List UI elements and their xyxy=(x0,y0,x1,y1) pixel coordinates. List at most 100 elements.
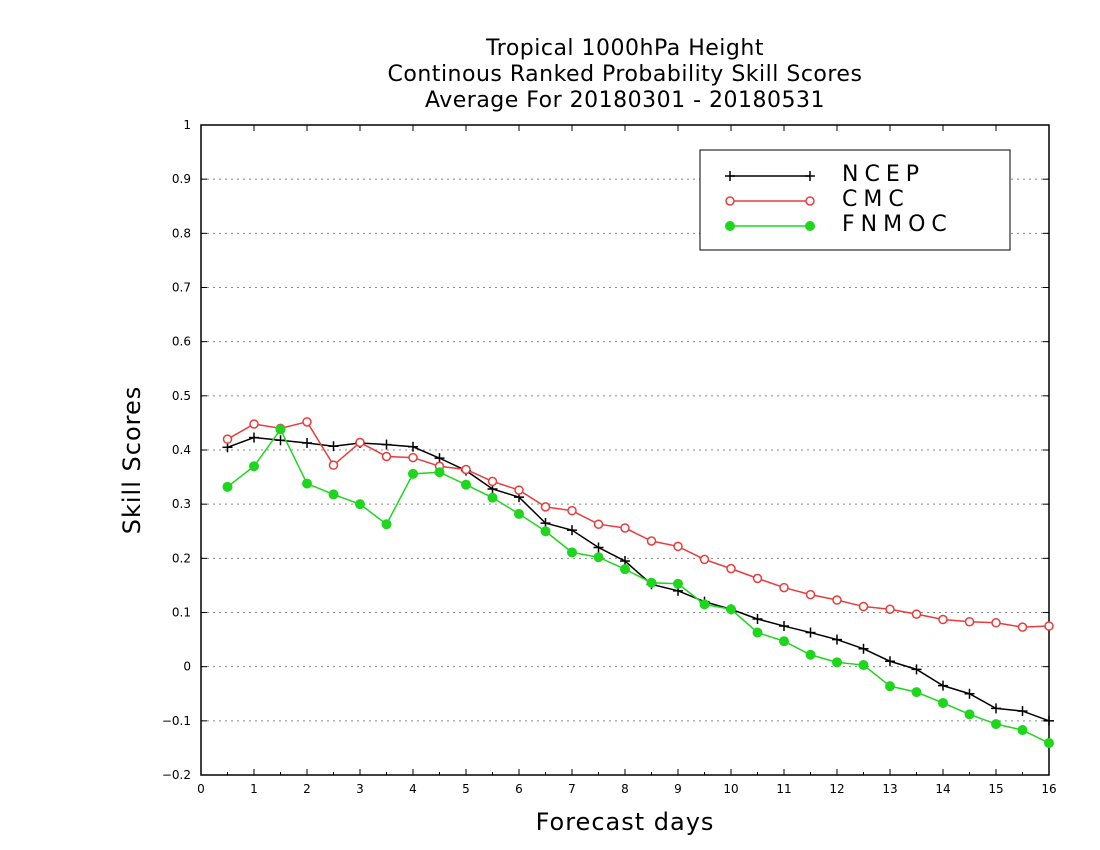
cmc-point xyxy=(805,589,816,600)
fnmoc-point xyxy=(885,681,895,692)
ncep-point xyxy=(567,525,577,536)
fnmoc-point xyxy=(938,697,948,708)
cmc-point xyxy=(726,563,736,574)
chart-title-line-1: Tropical 1000hPa Height xyxy=(486,36,764,61)
legend-marker-cmc xyxy=(725,196,735,206)
y-tick-label: −0.2 xyxy=(162,768,191,782)
legend-marker-ncep xyxy=(805,171,815,181)
y-tick-label: 0 xyxy=(183,660,191,674)
x-tick-label: 0 xyxy=(197,782,205,796)
cmc-point xyxy=(222,434,233,444)
cmc-point xyxy=(381,451,392,462)
chart-title-line-2: Continous Ranked Probability Skill Score… xyxy=(387,62,863,87)
x-tick-label: 5 xyxy=(462,782,470,796)
ncep-point xyxy=(328,441,339,452)
legend xyxy=(699,149,1011,251)
y-axis-label: Skill Scores xyxy=(118,385,146,535)
fnmoc-point xyxy=(726,604,736,615)
fnmoc-point xyxy=(567,547,577,558)
legend-marker-ncep xyxy=(725,171,735,181)
fnmoc-point xyxy=(540,526,551,537)
y-tick-label: 0.7 xyxy=(172,281,191,295)
ncep-point xyxy=(752,614,763,624)
ncep-point xyxy=(938,680,948,691)
cmc-point xyxy=(461,464,471,475)
cmc-point xyxy=(991,618,1001,628)
fnmoc-point xyxy=(991,719,1001,730)
grid-lines xyxy=(201,178,1049,722)
legend-marker-fnmoc xyxy=(805,221,815,231)
ncep-point xyxy=(858,643,869,654)
legend-label-fnmoc: FNMOC xyxy=(842,212,953,237)
fnmoc-point xyxy=(646,577,657,588)
y-tick-label: 0.1 xyxy=(172,606,191,620)
ncep-point xyxy=(381,439,392,450)
ncep-line xyxy=(227,436,1050,722)
fnmoc-point xyxy=(593,552,604,563)
x-tick-label: 9 xyxy=(674,782,682,796)
ncep-point xyxy=(805,627,816,638)
x-tick-label: 15 xyxy=(988,782,1003,796)
fnmoc-point xyxy=(911,687,922,698)
fnmoc-point xyxy=(461,479,471,490)
cmc-point xyxy=(673,541,683,552)
cmc-point xyxy=(249,419,259,429)
fnmoc-point xyxy=(805,649,816,660)
fnmoc-point xyxy=(752,627,763,638)
fnmoc-point xyxy=(699,599,710,610)
cmc-point xyxy=(487,476,498,487)
ncep-point xyxy=(779,621,789,632)
ncep-point xyxy=(249,432,259,443)
fnmoc-point xyxy=(408,468,418,479)
y-tick-label: −0.1 xyxy=(162,714,191,728)
fnmoc-line xyxy=(227,427,1050,744)
ncep-point xyxy=(885,656,895,667)
cmc-point xyxy=(779,582,789,593)
ncep-point xyxy=(275,435,286,446)
fnmoc-point xyxy=(302,478,312,489)
cmc-point xyxy=(408,452,418,463)
x-tick-label: 14 xyxy=(935,782,950,796)
legend-marker-fnmoc xyxy=(725,221,735,231)
x-tick-label: 16 xyxy=(1041,782,1056,796)
x-tick-label: 12 xyxy=(829,782,844,796)
series-cmc xyxy=(222,417,1054,632)
cmc-point xyxy=(567,505,577,516)
chart-title-line-3: Average For 20180301 - 20180531 xyxy=(424,88,826,113)
fnmoc-point xyxy=(328,489,339,500)
ncep-point xyxy=(911,664,922,675)
x-tick-label: 13 xyxy=(882,782,897,796)
legend-label-ncep: NCEP xyxy=(842,162,925,187)
cmc-point xyxy=(540,502,551,512)
x-tick-label: 8 xyxy=(621,782,629,796)
y-tick-label: 0.2 xyxy=(172,551,191,565)
x-tick-label: 10 xyxy=(723,782,738,796)
legend-label-cmc: CMC xyxy=(842,187,910,212)
x-tick-label: 7 xyxy=(568,782,576,796)
fnmoc-point xyxy=(434,467,445,478)
ncep-point xyxy=(302,437,312,448)
axis-ticks: −0.2−0.100.10.20.30.40.50.60.70.80.910 1 2… xyxy=(162,118,1057,796)
cmc-point xyxy=(911,609,922,619)
x-tick-label: 1 xyxy=(250,782,258,796)
y-tick-label: 0.5 xyxy=(172,389,191,403)
fnmoc-point xyxy=(779,636,789,647)
fnmoc-point xyxy=(832,657,842,668)
cmc-point xyxy=(1017,622,1028,632)
ncep-point xyxy=(832,634,842,645)
legend-box xyxy=(699,149,1011,251)
cmc-point xyxy=(302,417,312,427)
y-tick-label: 1 xyxy=(183,118,191,132)
fnmoc-point xyxy=(514,508,524,519)
cmc-point xyxy=(885,604,895,614)
series-fnmoc xyxy=(222,424,1054,749)
cmc-point xyxy=(938,614,948,625)
x-tick-label: 3 xyxy=(356,782,364,796)
ncep-point xyxy=(1044,715,1054,726)
y-tick-label: 0.8 xyxy=(172,226,191,240)
fnmoc-point xyxy=(964,709,975,720)
series-layer xyxy=(222,417,1054,749)
fnmoc-point xyxy=(355,499,365,510)
ncep-point xyxy=(593,542,604,553)
